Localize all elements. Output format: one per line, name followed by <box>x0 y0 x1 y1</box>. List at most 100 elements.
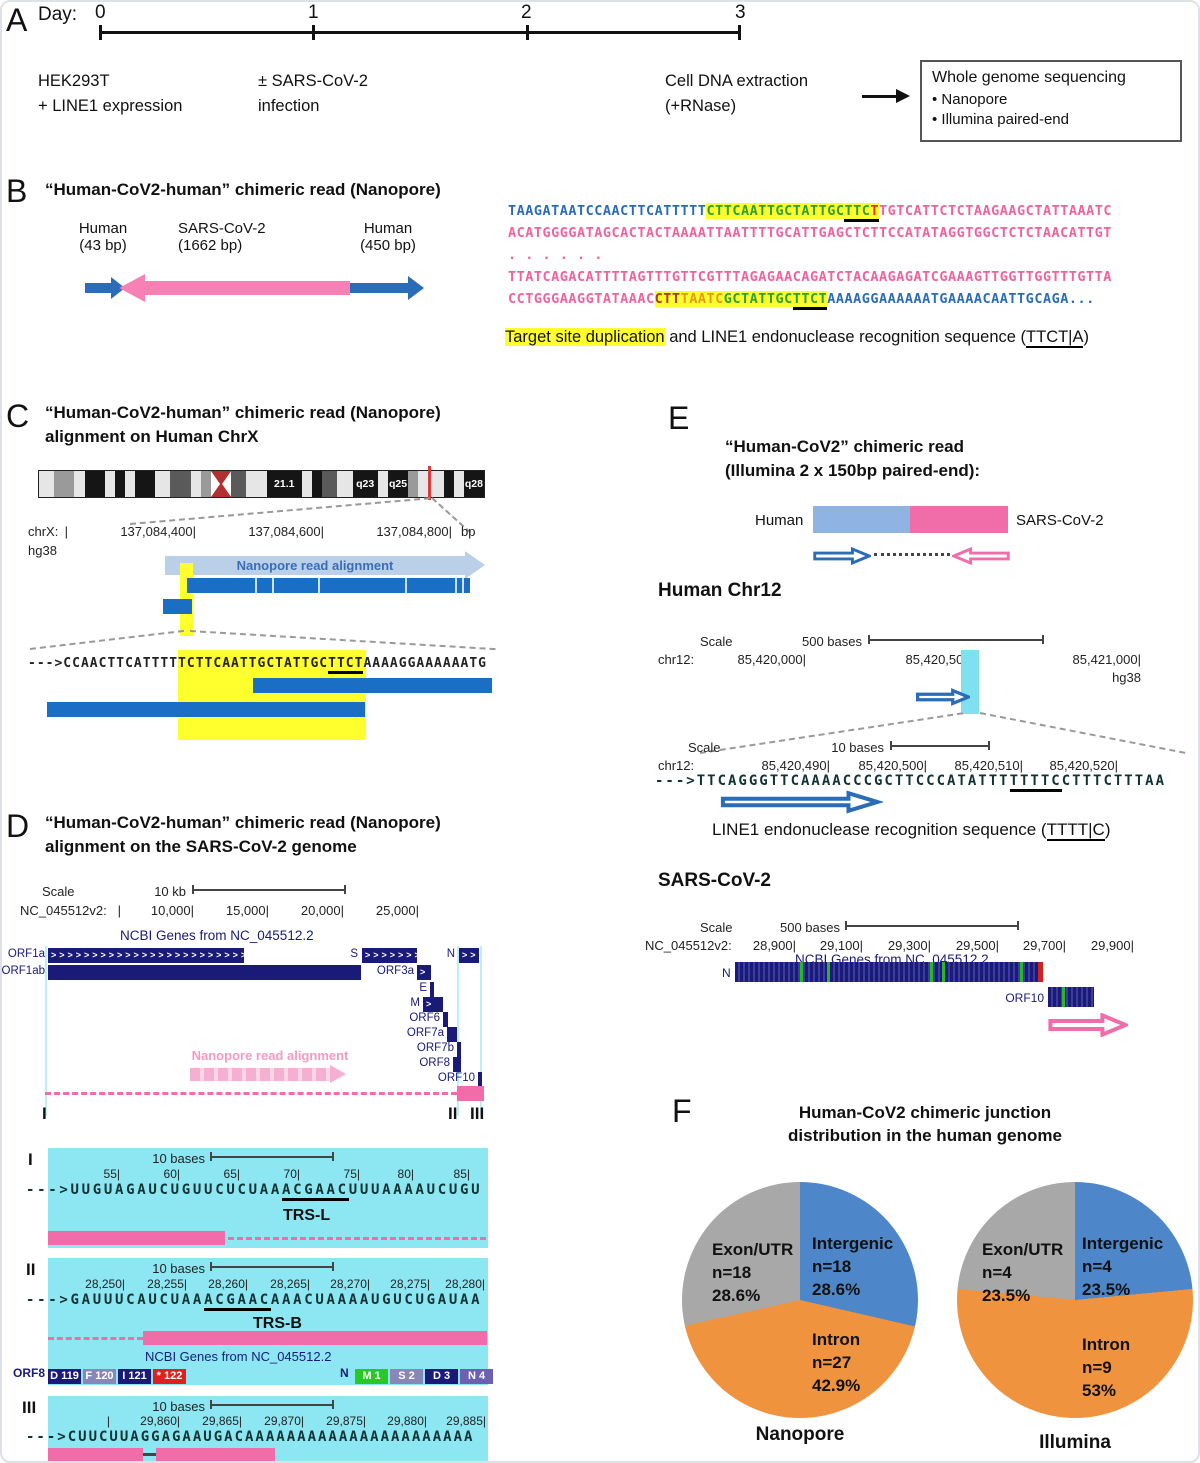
pie1-intergenic-n: n=18 <box>812 1257 852 1276</box>
chromosome-band <box>84 471 105 497</box>
seq-segment: ACATGGGGATAGCACTACTAAAATTAATTTTGCATTGAGC… <box>508 225 1112 241</box>
chromosome-band: q28 <box>463 471 484 497</box>
panel-c-label: C <box>6 398 30 434</box>
ecov2-orf10-bar <box>1048 987 1094 1007</box>
seq-segment: D 119 <box>48 1369 81 1384</box>
pie2-intron-name: Intron <box>1082 1335 1131 1354</box>
s2-read-bar <box>143 1331 487 1345</box>
chromosome-band <box>408 471 419 497</box>
s3-read-connector <box>143 1453 156 1456</box>
chromosome-band <box>443 471 454 497</box>
event-2-line1: ± SARS-CoV-2 <box>258 72 368 90</box>
chr12z-tick-2: 85,420,510| <box>954 758 1023 773</box>
seq-segment: and LINE1 endonuclease recognition seque… <box>664 328 1027 346</box>
seq-segment: AAACUAAAAUGUCUGAUAA <box>270 1292 483 1308</box>
seq-segment: TTC <box>844 203 871 222</box>
d-read-fuzzy-arrow-head <box>330 1065 346 1083</box>
gene-n-label: N <box>446 948 455 960</box>
gene-orf7a-bar <box>447 1027 457 1042</box>
d-tick-0: | <box>117 903 121 918</box>
gene-n-bar: >> <box>459 948 479 963</box>
d-read-solid-box <box>457 1086 484 1101</box>
chr12-seq: --->TTCAGGGTTCAAAACCCGCTTCCCATATTTTTTTCC… <box>655 773 1166 792</box>
pie1-intergenic-pct: 28.6% <box>812 1280 861 1299</box>
s2-aa-left-track: D 119 F 120 I 121 * 122 <box>48 1366 188 1384</box>
e-caption: LINE1 endonuclease recognition sequence … <box>712 820 1110 841</box>
e-zoom-dash-right <box>979 712 1186 754</box>
e-insert-dotted-line <box>874 553 950 556</box>
bar-gap <box>318 578 320 593</box>
pie1-intergenic-name: Intergenic <box>812 1234 894 1253</box>
ecov2-tick-0: 28,900| <box>752 938 796 953</box>
seq-segment: ACGAAC <box>281 1182 349 1201</box>
d-read-fuzzy-arrow <box>190 1068 330 1081</box>
seq-segment: TAATC <box>680 291 724 307</box>
gene-orf7b-bar <box>457 1042 461 1057</box>
seg-human-right-name: Human <box>363 220 413 237</box>
chromosome-band <box>200 471 211 497</box>
chr12z-scale-value: 10 bases <box>831 740 884 755</box>
read-align-bar-4 <box>47 702 365 717</box>
seq-segment: --->GAUUUCAUCUAA <box>26 1292 205 1308</box>
s3-ruler <box>210 1400 334 1409</box>
day-tick-1: 1 <box>308 2 319 23</box>
junction-guide-II <box>457 946 459 1116</box>
nanopore-align-arrow: Nanopore read alignment <box>165 556 465 575</box>
seq-segment: Target site duplication <box>505 328 665 346</box>
chrX-assembly: hg38 <box>28 543 57 558</box>
bar-gap <box>255 578 257 593</box>
seg-human-left-name: Human <box>78 220 128 237</box>
pie2-exon-name: Exon/UTR <box>982 1240 1064 1259</box>
cov2-arrow-body <box>145 281 350 295</box>
d-scale-ruler <box>192 885 346 894</box>
gene-orf8-label: ORF8 <box>419 1057 450 1069</box>
timeline-tick <box>312 25 315 40</box>
pie1-intron-pct: 42.9% <box>812 1376 861 1395</box>
s2-tick-4: 28,270| <box>330 1277 370 1291</box>
seq-segment: CTT <box>654 291 681 307</box>
s3-tick-1: 29,860| <box>140 1414 180 1428</box>
s2-motif-label: TRS-B <box>253 1315 302 1332</box>
bar-gap <box>455 578 457 593</box>
panel-c-title2: alignment on Human ChrX <box>45 427 259 446</box>
panel-e-title2: (Illumina 2 x 150bp paired-end): <box>725 461 981 480</box>
s1-tick-2: 65| <box>223 1167 240 1181</box>
seq-segment: --->TTCAGGGTTCAAAACCCGCTTCCCATATTT <box>655 773 1010 789</box>
chromosome-band <box>104 471 115 497</box>
e-cov2-heading: SARS-CoV-2 <box>658 870 771 891</box>
gene-orf1ab-label: ORF1ab <box>1 965 45 977</box>
chromosome-band <box>418 471 434 497</box>
chr12z-ruler <box>890 741 990 750</box>
chrX-locus-marker <box>428 466 431 500</box>
d-tick-1: 10,000| <box>150 903 194 918</box>
chr12-line1-arrow <box>720 790 883 814</box>
nanopore-align-arrow-head <box>465 551 485 579</box>
marker-III: III <box>470 1104 485 1123</box>
d-scale-value: 10 kb <box>154 884 186 899</box>
bar-gap <box>462 578 464 593</box>
gene-s-label: S <box>350 948 358 960</box>
seq-segment: M 1 <box>355 1369 388 1384</box>
b-seq-line5: CCTGGGAAGGTATAAACCTTTAATCGCTATTGCTTCTAAA… <box>508 291 1095 310</box>
pie-illumina <box>957 1182 1193 1418</box>
human-right-arrow-head <box>408 276 424 300</box>
pie2-intron-n: n=9 <box>1082 1358 1112 1377</box>
s3-tick-0: | <box>106 1414 110 1428</box>
event-3-line2: (+RNase) <box>665 97 737 115</box>
n-gene-green-mark <box>942 962 945 982</box>
seq-segment: AAAAGGAAAAAATG <box>363 656 488 671</box>
s1-motif-label: TRS-L <box>283 1207 331 1224</box>
chromosome-band <box>170 471 191 497</box>
seq-segment: TAAGATAATCCAACTTCATTTTT <box>508 203 707 219</box>
pie2-intron-pct: 53% <box>1082 1381 1117 1400</box>
gene-orf7b-label: ORF7b <box>416 1042 454 1054</box>
event-2-line2: infection <box>258 97 320 115</box>
ecov2-n-gene-bar <box>735 962 1043 982</box>
s3-scale-label: 10 bases <box>152 1399 205 1414</box>
panel-b-title: “Human-CoV2-human” chimeric read (Nanopo… <box>45 180 441 199</box>
band-label: q28 <box>464 478 483 490</box>
chrX-ideogram: 21.1 q23 q25 q28 <box>38 470 485 498</box>
pie1-exon-label: Exon/UTR n=18 28.6% <box>712 1238 793 1307</box>
section-II-marker: II <box>26 1260 36 1279</box>
